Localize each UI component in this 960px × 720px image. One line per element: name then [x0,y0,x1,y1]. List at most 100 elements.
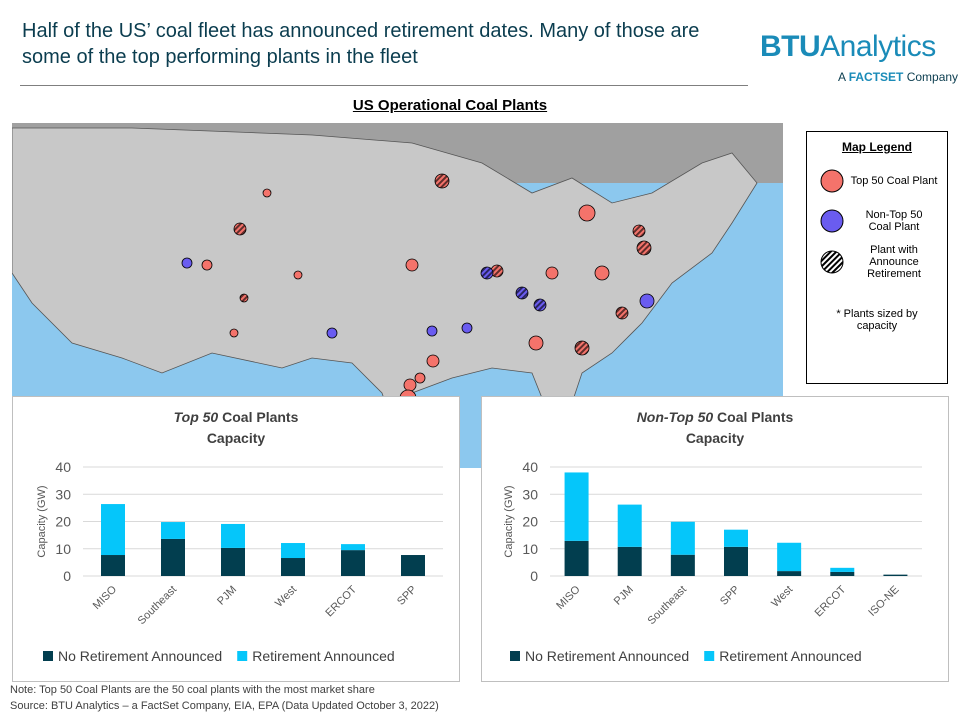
legend-swatch [237,651,248,661]
retirement-hatch [491,265,503,277]
y-tick-label: 20 [55,514,71,530]
bar-miso-no [101,555,125,576]
bar-west-retirement [777,542,802,572]
y-tick-label: 30 [522,486,538,502]
btu-analytics-logo: BTUAnalytics [760,30,936,64]
bar-west-no [281,558,305,576]
legend-swatch [704,651,715,661]
plant-marker [426,325,438,337]
retirement-hatch [481,267,493,279]
x-tick-label: ERCOT [813,583,849,619]
y-tick-label: 0 [530,568,538,584]
bar-west-no [777,571,802,576]
plant-marker [639,293,655,309]
legend-label: No Retirement Announced [525,648,689,664]
logo-sub-a: A [838,70,849,84]
bar-spp-no [401,555,425,576]
legend-item-retirement: Plant with Announce Retirement [817,244,941,280]
plant-marker [326,327,338,339]
plant-marker [426,354,440,368]
retirement-hatch [234,223,246,235]
chart-subtitle: Capacity [206,430,266,446]
bar-southeast-no [161,538,185,576]
plant-marker [594,265,610,281]
chart-title-italic: Top 50 [173,409,219,425]
y-tick-label: 20 [522,514,538,530]
y-axis-label: Capacity (GW) [36,485,48,557]
y-tick-label: 40 [55,459,71,475]
chart-title: Coal Plants [713,409,794,425]
bar-miso-retirement [564,472,589,541]
plant-marker [293,270,303,280]
source-text: Source: BTU Analytics – a FactSet Compan… [10,700,439,712]
y-tick-label: 10 [55,541,71,557]
bar-iso-ne-no [883,574,908,576]
plant-marker [545,266,559,280]
plant-marker [201,259,213,271]
plant-markers [181,173,655,407]
plant-marker [405,258,419,272]
x-tick-label: MISO [554,583,583,612]
bar-ercot-retirement [830,567,855,572]
bar-ercot-retirement [341,544,365,551]
logo-analytics: Analytics [820,30,936,63]
legend-item-top50: Top 50 Coal Plant [817,166,941,196]
bar-spp-no [724,546,748,576]
x-tick-label: ERCOT [323,583,359,619]
plant-marker [528,335,544,351]
chart-subtitle: Capacity [685,430,745,446]
legend-swatch [510,651,520,661]
x-tick-label: West [769,584,795,610]
x-tick-label: PJM [215,584,239,608]
legend-label: No Retirement Announced [58,648,222,664]
legend-footnote: * Plants sized by capacity [836,308,918,332]
bar-spp-retirement [724,529,748,547]
x-tick-label: West [273,584,299,610]
plant-marker [414,372,426,384]
x-tick-label: Southeast [645,584,689,628]
retirement-hatch [240,294,248,302]
bar-miso-no [564,540,589,576]
map-legend: Map Legend Top 50 Coal Plant Non-Top 50 … [806,131,948,384]
title-divider [20,85,748,86]
legend-swatch [43,651,53,661]
chart-title-italic: Non-Top 50 [636,409,714,425]
retirement-hatch [516,287,528,299]
bar-ercot-no [830,571,855,576]
logo-sub-c: Company [903,70,959,84]
plant-marker [229,328,239,338]
legend-label: Top 50 Coal Plant [850,175,938,187]
logo-sub-factset: FACTSET [848,70,904,84]
x-tick-label: SPP [718,584,742,608]
red-circle-icon [820,169,844,193]
x-tick-label: Southeast [136,584,180,628]
legend-label: Retirement Announced [252,648,394,664]
y-tick-label: 10 [522,541,538,557]
blue-circle-icon [820,209,844,233]
plant-marker [181,257,193,269]
bar-miso-retirement [101,504,125,556]
plant-marker [262,188,272,198]
retirement-hatch [637,241,651,255]
retirement-hatch [616,307,628,319]
bar-ercot-no [341,550,365,576]
top50-chart: Top 50 Coal Plants Capacity 0 10 20 30 40 Capa… [12,396,460,682]
y-tick-label: 30 [55,486,71,502]
x-tick-label: PJM [612,584,636,608]
y-tick-label: 40 [522,459,538,475]
logo-btu: BTU [760,30,821,63]
legend-label: Retirement Announced [719,648,861,664]
chart-plot: 0 10 20 30 40 Capacity (GW) MISO Southeast PJM We… [36,459,443,664]
retirement-hatch [633,225,645,237]
retirement-hatch [534,299,546,311]
y-tick-label: 0 [63,568,71,584]
nontop50-chart: Non-Top 50 Coal Plants Capacity 0 10 20 30 40… [481,396,949,682]
x-tick-label: ISO-NE [866,584,901,619]
legend-item-nontop50: Non-Top 50 Coal Plant [817,206,941,236]
chart-title: Coal Plants [218,409,299,425]
plant-marker [578,204,596,222]
bar-pjm-no [617,546,642,576]
retirement-hatch [575,341,589,355]
plant-marker [403,378,417,392]
bar-pjm-no [221,547,245,576]
